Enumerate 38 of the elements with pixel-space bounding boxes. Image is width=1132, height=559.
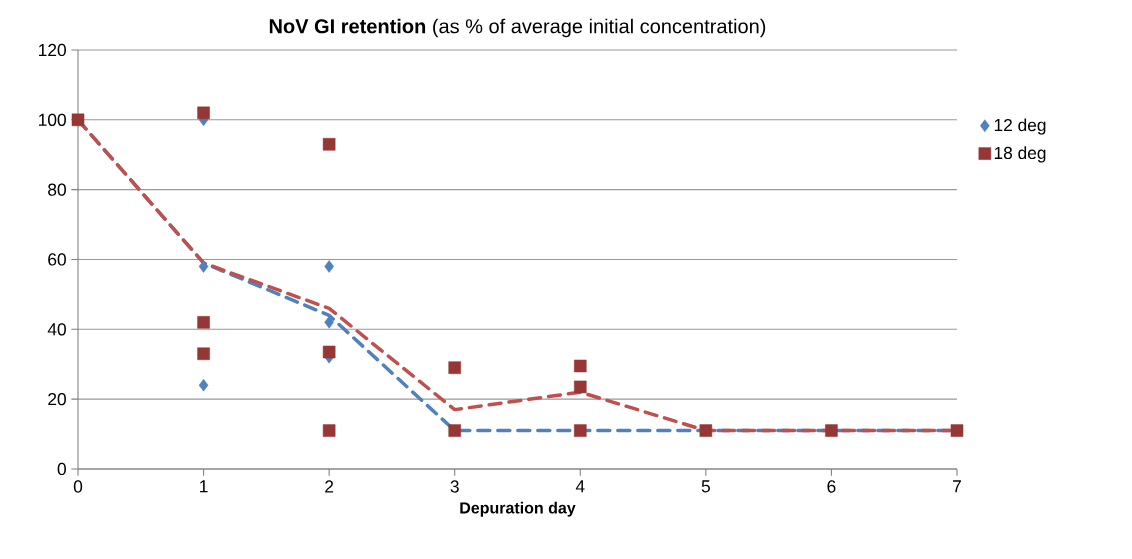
point	[322, 137, 336, 151]
y-tick-label: 80	[48, 183, 66, 196]
point	[198, 378, 209, 392]
x-tick-label: 0	[73, 480, 83, 493]
legend-label: 18 deg	[994, 146, 1046, 163]
x-tick-label: 7	[953, 480, 961, 493]
point	[574, 424, 587, 437]
y-tick-label: 120	[39, 43, 66, 57]
x-tick-label: 1	[200, 480, 208, 493]
point	[324, 316, 334, 329]
point	[322, 345, 336, 359]
x-axis-title: Depuration day	[460, 501, 576, 517]
point	[574, 359, 587, 373]
x-tick-label: 2	[325, 480, 334, 493]
x-tick-label: 3	[450, 480, 459, 493]
point	[448, 424, 461, 437]
point	[197, 347, 210, 361]
point	[825, 424, 838, 437]
point	[448, 361, 461, 374]
y-tick-label: 100	[39, 113, 66, 126]
point	[324, 260, 334, 273]
legend-label: 12 deg	[994, 118, 1046, 135]
point	[197, 106, 210, 120]
y-tick-label: 40	[47, 323, 66, 336]
y-tick-label: 20	[48, 393, 66, 406]
point	[699, 424, 713, 437]
point	[322, 424, 336, 437]
x-tick-label: 4	[575, 480, 585, 493]
point	[574, 380, 587, 394]
y-tick-label: 0	[57, 462, 66, 476]
point	[198, 260, 209, 273]
chart-title: NoV GI retention (as % of average initial concentration)	[269, 18, 766, 38]
x-tick-label: 6	[827, 480, 836, 493]
x-tick-label: 5	[701, 480, 710, 493]
y-tick-label: 60	[48, 253, 66, 266]
point	[71, 113, 85, 127]
point	[950, 424, 964, 437]
point	[197, 316, 210, 329]
